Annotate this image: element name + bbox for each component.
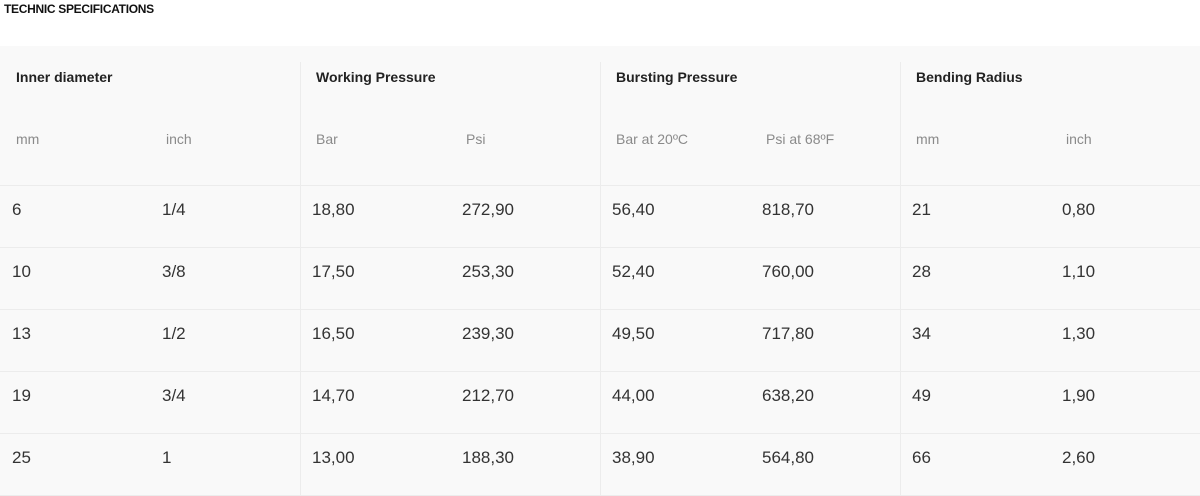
group-header-inner-diameter: Inner diameter: [16, 69, 113, 85]
table-cell: 188,30: [462, 448, 514, 467]
group-divider: [300, 62, 301, 496]
table-cell: 1,10: [1062, 262, 1096, 281]
table-cell: 3/4: [162, 386, 186, 405]
group-header-working-pressure: Working Pressure: [316, 69, 436, 85]
table-row: 25 1 13,00 188,30 38,90 564,80 66 2,60: [0, 434, 1200, 496]
table-cell: 239,30: [462, 324, 514, 343]
table-cell: 760,00: [762, 262, 814, 281]
table-row: 13 1/2 16,50 239,30 49,50 717,80 34 1,30: [0, 310, 1200, 372]
subheader-working-pressure-psi: Psi: [466, 131, 486, 147]
table-cell: 17,50: [312, 262, 355, 281]
table-cell: 13: [12, 324, 31, 343]
table-cell: 6: [12, 200, 22, 219]
table-cell: 66: [912, 448, 931, 467]
row-divider: [0, 433, 1200, 434]
table-cell: 717,80: [762, 324, 814, 343]
table-cell: 49: [912, 386, 931, 405]
table-cell: 564,80: [762, 448, 814, 467]
table-cell: 272,90: [462, 200, 514, 219]
table-cell: 34: [912, 324, 931, 343]
row-divider: [0, 247, 1200, 248]
subheader-bending-radius-mm: mm: [916, 131, 940, 147]
spec-table: Inner diameter Working Pressure Bursting…: [0, 46, 1200, 496]
table-cell: 16,50: [312, 324, 355, 343]
subheader-inner-diameter-inch: inch: [166, 131, 192, 147]
subheader-bending-radius-inch: inch: [1066, 131, 1092, 147]
table-cell: 52,40: [612, 262, 655, 281]
table-cell: 56,40: [612, 200, 655, 219]
table-cell: 21: [912, 200, 931, 219]
table-cell: 2,60: [1062, 448, 1096, 467]
table-row: 10 3/8 17,50 253,30 52,40 760,00 28 1,10: [0, 248, 1200, 310]
table-cell: 1/2: [162, 324, 186, 343]
table-cell: 1/4: [162, 200, 186, 219]
subheader-inner-diameter-mm: mm: [16, 131, 40, 147]
group-header-bursting-pressure: Bursting Pressure: [616, 69, 738, 85]
group-divider: [900, 62, 901, 496]
page-title: TECHNIC SPECIFICATIONS: [4, 2, 154, 16]
subheader-bursting-pressure-psi: Psi at 68ºF: [766, 131, 835, 147]
table-cell: 14,70: [312, 386, 355, 405]
table-cell: 25: [12, 448, 31, 467]
table-row: 19 3/4 14,70 212,70 44,00 638,20 49 1,90: [0, 372, 1200, 434]
table-cell: 13,00: [312, 448, 355, 467]
table-cell: 818,70: [762, 200, 814, 219]
group-divider: [600, 62, 601, 496]
table-cell: 49,50: [612, 324, 655, 343]
table-cell: 28: [912, 262, 931, 281]
table-cell: 1,30: [1062, 324, 1096, 343]
table-cell: 638,20: [762, 386, 814, 405]
table-cell: 38,90: [612, 448, 655, 467]
row-divider: [0, 371, 1200, 372]
group-header-bending-radius: Bending Radius: [916, 69, 1023, 85]
table-cell: 253,30: [462, 262, 514, 281]
table-row: 6 1/4 18,80 272,90 56,40 818,70 21 0,80: [0, 186, 1200, 248]
row-divider: [0, 185, 1200, 186]
subheader-working-pressure-bar: Bar: [316, 131, 338, 147]
table-cell: 10: [12, 262, 31, 281]
row-divider: [0, 309, 1200, 310]
table-cell: 44,00: [612, 386, 655, 405]
table-cell: 1: [162, 448, 172, 467]
subheader-bursting-pressure-bar: Bar at 20ºC: [616, 131, 689, 147]
table-cell: 0,80: [1062, 200, 1096, 219]
table-cell: 1,90: [1062, 386, 1096, 405]
table-cell: 18,80: [312, 200, 355, 219]
table-cell: 212,70: [462, 386, 514, 405]
table-cell: 3/8: [162, 262, 186, 281]
table-cell: 19: [12, 386, 31, 405]
